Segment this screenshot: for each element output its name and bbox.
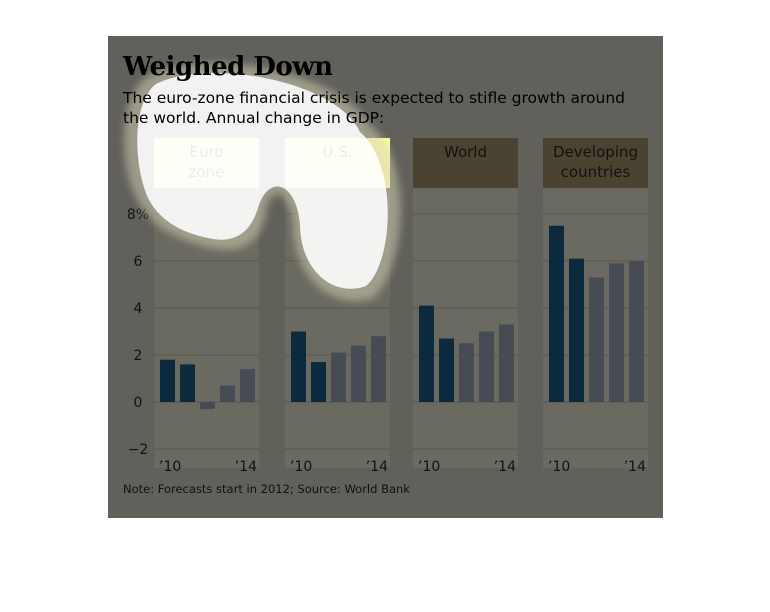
panel-background	[413, 138, 518, 468]
x-tick-label: ’10	[159, 459, 181, 475]
bar	[569, 258, 584, 402]
x-tick-label: ’10	[548, 459, 570, 475]
highlight-scribble	[124, 63, 401, 301]
bar	[371, 336, 386, 402]
y-tick-label: 6	[134, 254, 143, 270]
bar	[459, 343, 474, 402]
panel-title: Developing	[553, 143, 638, 161]
panel-title: World	[444, 143, 487, 161]
bar	[419, 305, 434, 402]
y-tick-label: 2	[134, 348, 143, 364]
panel-title: countries	[561, 163, 631, 181]
x-tick-label: ’10	[418, 459, 440, 475]
bar	[479, 331, 494, 402]
panel-header	[413, 138, 518, 188]
bar	[291, 331, 306, 402]
chart-canvas: EurozoneU.S.WorldDevelopingcountries8%64…	[124, 63, 648, 475]
bar	[311, 362, 326, 402]
x-tick-label: ’14	[235, 459, 257, 475]
bar	[351, 345, 366, 402]
bar	[180, 364, 195, 402]
x-tick-label: ’14	[366, 459, 388, 475]
panel-header	[543, 138, 648, 188]
y-tick-label: 8%	[127, 207, 149, 223]
bar	[331, 352, 346, 402]
y-tick-label: −2	[128, 442, 149, 458]
chart-title: Weighed Down	[123, 52, 333, 82]
bar	[200, 402, 215, 410]
y-tick-label: 0	[134, 395, 143, 411]
bar	[589, 277, 604, 402]
source-note: Note: Forecasts start in 2012; Source: W…	[123, 482, 410, 496]
x-tick-label: ’14	[624, 459, 646, 475]
x-tick-label: ’10	[290, 459, 312, 475]
bar	[499, 324, 514, 402]
bar	[609, 263, 624, 402]
bar	[160, 359, 175, 402]
bar	[439, 338, 454, 402]
x-tick-label: ’14	[494, 459, 516, 475]
bar	[220, 385, 235, 402]
y-tick-label: 4	[134, 301, 143, 317]
bar	[629, 261, 644, 402]
chart-subtitle: The euro-zone financial crisis is expect…	[123, 89, 626, 127]
bar	[549, 225, 564, 402]
chart-figure: EurozoneU.S.WorldDevelopingcountries8%64…	[108, 36, 663, 518]
bar	[240, 369, 255, 402]
